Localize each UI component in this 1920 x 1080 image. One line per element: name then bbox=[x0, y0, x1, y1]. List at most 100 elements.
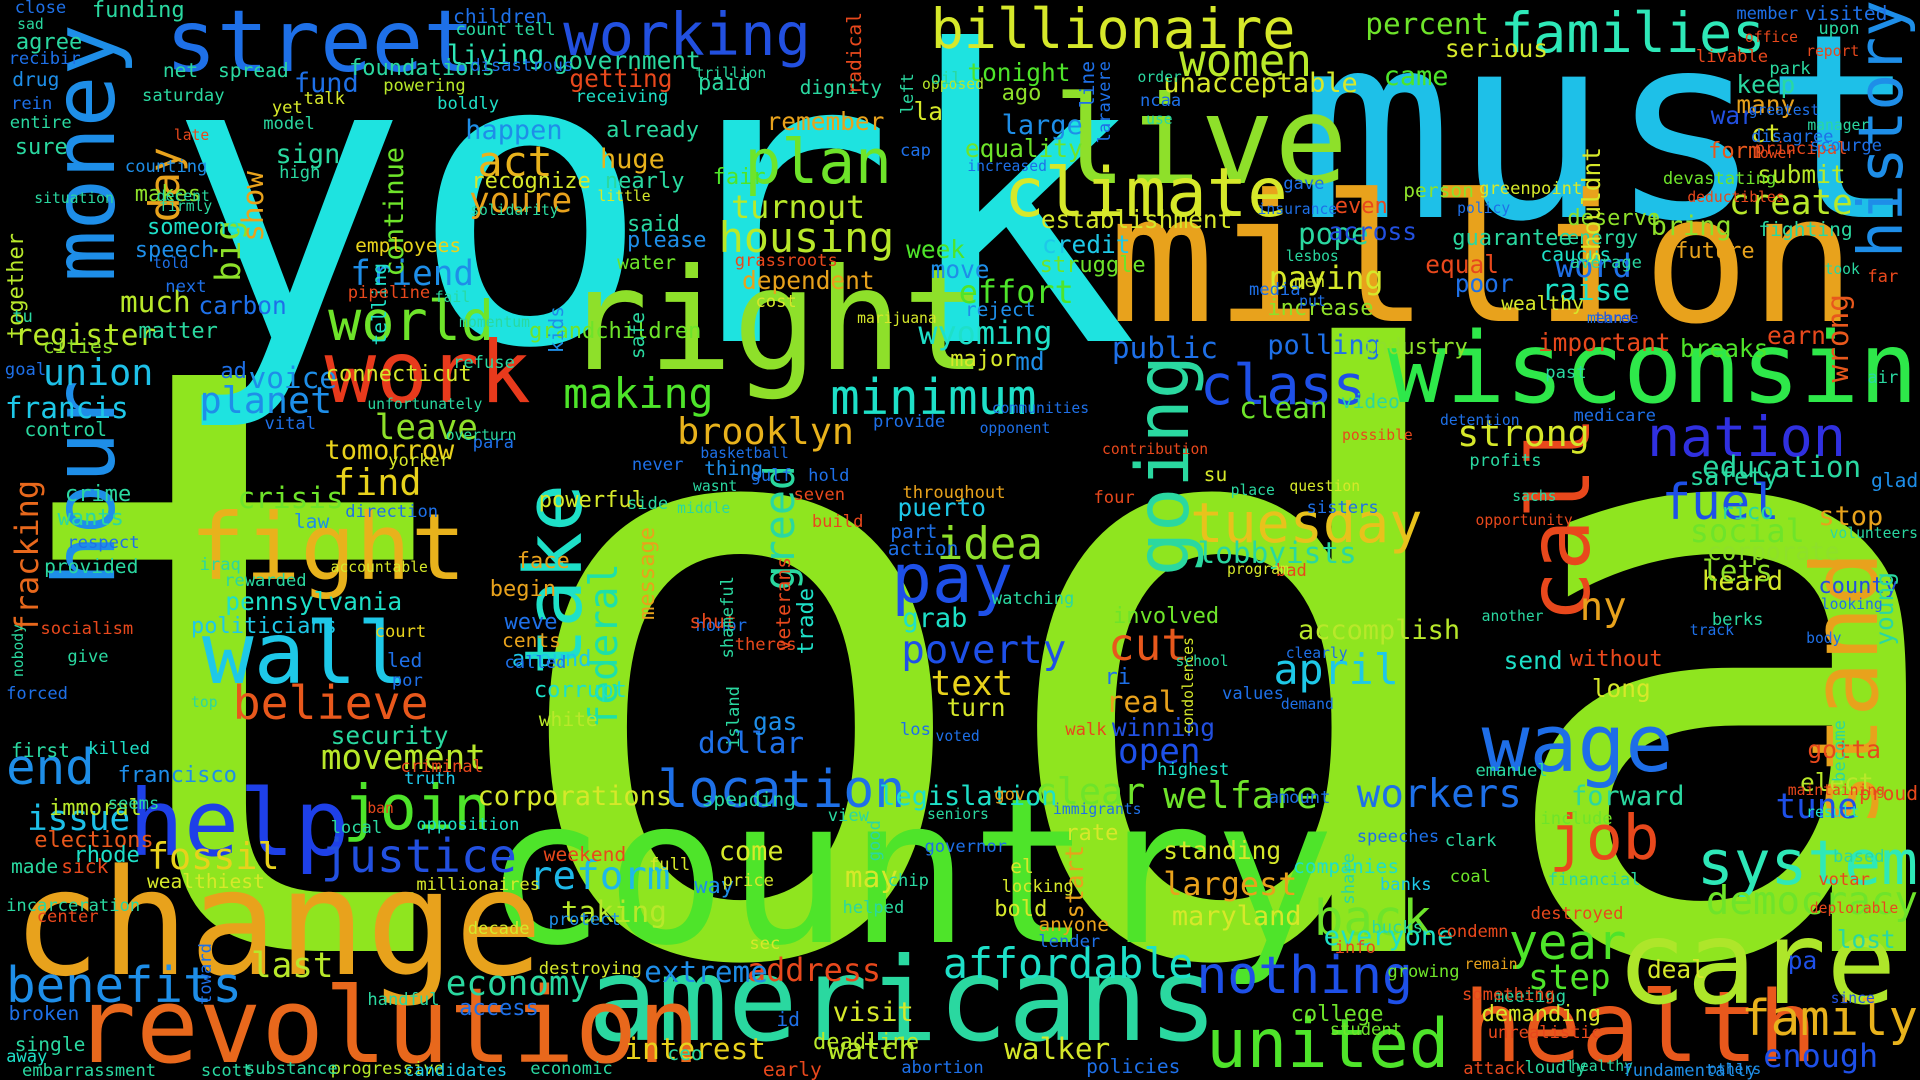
word-sad: sad bbox=[17, 16, 44, 34]
word-told: told bbox=[153, 255, 189, 273]
word-reform: reform bbox=[528, 854, 671, 900]
word-build: build bbox=[811, 512, 864, 533]
word-powering: powering bbox=[383, 76, 466, 97]
word-send: send bbox=[1503, 645, 1563, 675]
word-act: act bbox=[477, 136, 553, 186]
word-men: men bbox=[1294, 272, 1326, 293]
word-law: law bbox=[293, 509, 330, 533]
word-direction: direction bbox=[345, 502, 439, 523]
word-create: create bbox=[1728, 183, 1853, 224]
word-powerful: powerful bbox=[538, 487, 645, 513]
word-breaks: breaks bbox=[1680, 333, 1769, 363]
word-since: since bbox=[1830, 989, 1875, 1007]
word-trade: trade bbox=[793, 587, 819, 655]
word-agree: agree bbox=[15, 29, 83, 55]
word-right: right bbox=[563, 239, 988, 404]
word-voice: voice bbox=[248, 360, 337, 395]
word-benefits: benefits bbox=[6, 957, 242, 1015]
word-country: country bbox=[483, 754, 1336, 991]
word-extreme: extreme bbox=[644, 954, 768, 989]
word-incarceration: incarceration bbox=[6, 895, 141, 916]
word-respect: respect bbox=[67, 533, 140, 554]
word-talk: talk bbox=[303, 88, 345, 109]
word-truth: truth bbox=[404, 769, 456, 790]
word-possible: possible bbox=[1342, 426, 1413, 444]
word-came: came bbox=[1383, 60, 1449, 92]
word-sure: sure bbox=[14, 135, 68, 161]
word-three: three bbox=[1594, 310, 1639, 328]
word-april: april bbox=[1273, 644, 1399, 694]
word-face: face bbox=[516, 549, 570, 575]
word-said: said bbox=[626, 212, 680, 238]
word-shouldnt: shouldnt bbox=[1576, 146, 1606, 265]
word-killed: killed bbox=[88, 738, 151, 759]
word-socialism: socialism bbox=[40, 618, 134, 639]
word-fair: fair bbox=[712, 164, 766, 190]
word-join: join bbox=[342, 772, 491, 844]
word-plan: plan bbox=[744, 127, 892, 199]
word-gotta: gotta bbox=[1807, 735, 1882, 765]
word-someone: someone bbox=[146, 214, 240, 240]
word-rein: rein bbox=[11, 93, 53, 114]
word-theres: theres bbox=[734, 634, 797, 655]
word-dignity: dignity bbox=[799, 76, 883, 100]
word-little: little bbox=[597, 187, 651, 205]
word-live: live bbox=[1053, 68, 1348, 212]
word-find: find bbox=[333, 461, 422, 505]
word-hold: hold bbox=[808, 465, 850, 486]
word-establishment: establishment bbox=[1040, 205, 1233, 235]
word-ncaa: ncaa bbox=[1140, 91, 1182, 112]
word-spending: spending bbox=[701, 787, 796, 811]
word-wants: wants bbox=[57, 506, 124, 532]
word-address: address bbox=[746, 951, 882, 990]
word-manager: manager bbox=[1807, 116, 1870, 134]
word-without: without bbox=[1569, 646, 1663, 672]
word-fighting: fighting bbox=[1758, 218, 1853, 242]
word-turn: turn bbox=[946, 692, 1006, 722]
word-decade: decade bbox=[467, 918, 530, 939]
word-safety: safety bbox=[1689, 462, 1779, 492]
word-scott: scott bbox=[200, 1060, 253, 1080]
word-place: place bbox=[1230, 481, 1275, 499]
word-largest: largest bbox=[1163, 865, 1298, 904]
word-corporate: corporate bbox=[1706, 537, 1840, 566]
word-based: based bbox=[1833, 846, 1885, 867]
word-cut: cut bbox=[1108, 620, 1188, 672]
word-opposition: opposition bbox=[416, 814, 520, 835]
word-remember: remember bbox=[766, 107, 885, 137]
word-huge: huge bbox=[600, 143, 665, 175]
word-effort: effort bbox=[958, 272, 1074, 311]
word-major: major bbox=[950, 346, 1017, 372]
word-walk: walk bbox=[1065, 720, 1107, 741]
word-substance: substance bbox=[244, 1058, 338, 1079]
word-large: large bbox=[1001, 109, 1083, 141]
word-children: children bbox=[453, 5, 548, 29]
word-accomplish: accomplish bbox=[1297, 615, 1461, 647]
word-communities: communities bbox=[991, 399, 1090, 417]
word-result: result bbox=[1806, 803, 1860, 821]
word-submit: submit bbox=[1757, 159, 1846, 189]
word-living: living bbox=[446, 39, 545, 71]
word-made: made bbox=[11, 855, 59, 879]
word-working: working bbox=[563, 0, 811, 70]
word-visited: visited bbox=[1804, 1, 1888, 25]
word-access: access bbox=[459, 995, 539, 1021]
word-college: college bbox=[1290, 1002, 1384, 1028]
word-safe: safe bbox=[626, 312, 650, 360]
word-deadline: deadline bbox=[813, 1030, 920, 1056]
word-funding: funding bbox=[91, 0, 185, 23]
word-making: making bbox=[563, 369, 714, 419]
word-marijuana: marijuana bbox=[857, 310, 937, 328]
word-tu: tu bbox=[12, 306, 33, 327]
word-price: price bbox=[722, 871, 774, 892]
word-grandchildren: grandchildren bbox=[528, 318, 702, 344]
word-meeting: meeting bbox=[1493, 987, 1567, 1008]
word-corporations: corporations bbox=[477, 780, 673, 812]
word-put: put bbox=[1299, 293, 1326, 311]
word-poverty: poverty bbox=[901, 627, 1067, 673]
word-bad: bad bbox=[1275, 561, 1307, 582]
word-pope: pope bbox=[1297, 217, 1369, 252]
word-video: video bbox=[1340, 389, 1400, 413]
word-looking: looking bbox=[1820, 595, 1883, 613]
word-disastrous: disastrous bbox=[470, 55, 574, 76]
